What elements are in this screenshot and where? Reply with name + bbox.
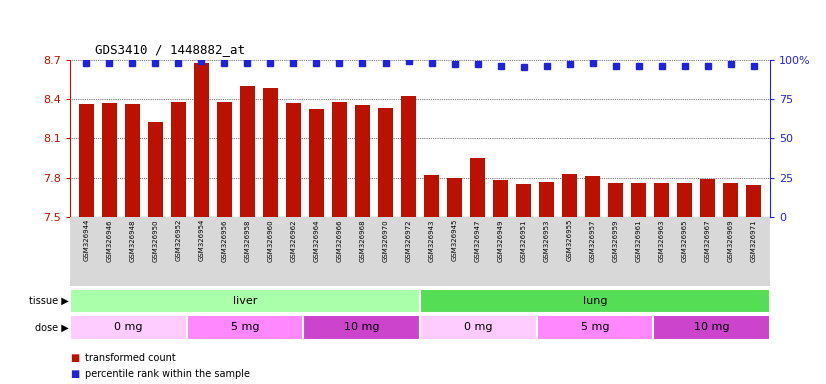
Bar bbox=[420, 315, 537, 340]
Text: liver: liver bbox=[233, 296, 258, 306]
Text: GSM326967: GSM326967 bbox=[705, 219, 710, 262]
Text: 5 mg: 5 mg bbox=[230, 322, 259, 333]
Text: transformed count: transformed count bbox=[85, 353, 176, 363]
Bar bbox=[516, 184, 531, 217]
Text: GSM326956: GSM326956 bbox=[221, 219, 227, 262]
Bar bbox=[70, 289, 420, 313]
Text: GSM326944: GSM326944 bbox=[83, 219, 89, 262]
Text: GSM326950: GSM326950 bbox=[152, 219, 159, 262]
Bar bbox=[286, 103, 301, 217]
Bar bbox=[563, 174, 577, 217]
Bar bbox=[608, 183, 623, 217]
Text: GSM326955: GSM326955 bbox=[567, 219, 572, 262]
Bar bbox=[303, 315, 420, 340]
Text: GSM326943: GSM326943 bbox=[429, 219, 434, 262]
Bar bbox=[654, 183, 669, 217]
Bar bbox=[653, 315, 770, 340]
Text: GDS3410 / 1448882_at: GDS3410 / 1448882_at bbox=[95, 43, 245, 56]
Text: GSM326947: GSM326947 bbox=[475, 219, 481, 262]
Bar bbox=[171, 101, 186, 217]
Text: GSM326945: GSM326945 bbox=[452, 219, 458, 262]
Text: GSM326953: GSM326953 bbox=[544, 219, 549, 262]
Text: ■: ■ bbox=[70, 369, 79, 379]
Text: 10 mg: 10 mg bbox=[344, 322, 379, 333]
Text: dose ▶: dose ▶ bbox=[35, 322, 69, 333]
Bar bbox=[187, 315, 303, 340]
Bar bbox=[332, 101, 347, 217]
Text: 5 mg: 5 mg bbox=[581, 322, 610, 333]
Bar bbox=[309, 109, 324, 217]
Bar bbox=[539, 182, 554, 217]
Text: GSM326957: GSM326957 bbox=[590, 219, 596, 262]
Text: GSM326948: GSM326948 bbox=[130, 219, 135, 262]
Text: tissue ▶: tissue ▶ bbox=[29, 296, 69, 306]
Text: GSM326961: GSM326961 bbox=[636, 219, 642, 262]
Bar bbox=[125, 104, 140, 217]
Text: GSM326966: GSM326966 bbox=[336, 219, 343, 262]
Text: GSM326949: GSM326949 bbox=[497, 219, 504, 262]
Text: GSM326970: GSM326970 bbox=[382, 219, 388, 262]
Bar bbox=[537, 315, 653, 340]
Text: GSM326964: GSM326964 bbox=[313, 219, 320, 262]
Text: GSM326965: GSM326965 bbox=[681, 219, 688, 262]
Bar bbox=[677, 183, 692, 217]
Bar bbox=[631, 183, 646, 217]
Text: GSM326969: GSM326969 bbox=[728, 219, 733, 262]
Bar bbox=[148, 122, 163, 217]
Text: GSM326958: GSM326958 bbox=[244, 219, 250, 262]
Bar bbox=[420, 289, 770, 313]
Text: GSM326952: GSM326952 bbox=[175, 219, 182, 262]
Text: GSM326954: GSM326954 bbox=[198, 219, 204, 262]
Bar bbox=[401, 96, 416, 217]
Text: ■: ■ bbox=[70, 353, 79, 363]
Bar bbox=[585, 176, 601, 217]
Bar bbox=[470, 158, 485, 217]
Bar bbox=[700, 179, 715, 217]
Bar bbox=[217, 101, 232, 217]
Text: 0 mg: 0 mg bbox=[114, 322, 143, 333]
Bar bbox=[70, 217, 770, 286]
Text: GSM326951: GSM326951 bbox=[520, 219, 527, 262]
Text: GSM326946: GSM326946 bbox=[107, 219, 112, 262]
Bar bbox=[378, 108, 393, 217]
Text: GSM326963: GSM326963 bbox=[658, 219, 665, 262]
Text: percentile rank within the sample: percentile rank within the sample bbox=[85, 369, 250, 379]
Text: GSM326962: GSM326962 bbox=[291, 219, 297, 262]
Bar bbox=[78, 104, 94, 217]
Text: GSM326968: GSM326968 bbox=[359, 219, 365, 262]
Text: 0 mg: 0 mg bbox=[464, 322, 492, 333]
Text: 10 mg: 10 mg bbox=[694, 322, 729, 333]
Bar bbox=[746, 185, 762, 217]
Bar bbox=[194, 63, 209, 217]
Bar bbox=[424, 175, 439, 217]
Bar bbox=[240, 86, 255, 217]
Bar bbox=[493, 180, 508, 217]
Bar bbox=[724, 183, 738, 217]
Bar bbox=[102, 103, 116, 217]
Text: GSM326971: GSM326971 bbox=[751, 219, 757, 262]
Bar bbox=[447, 177, 462, 217]
Text: GSM326959: GSM326959 bbox=[613, 219, 619, 262]
Text: GSM326972: GSM326972 bbox=[406, 219, 411, 262]
Bar bbox=[263, 88, 278, 217]
Bar bbox=[70, 315, 187, 340]
Text: lung: lung bbox=[582, 296, 607, 306]
Text: GSM326960: GSM326960 bbox=[268, 219, 273, 262]
Bar bbox=[355, 106, 370, 217]
